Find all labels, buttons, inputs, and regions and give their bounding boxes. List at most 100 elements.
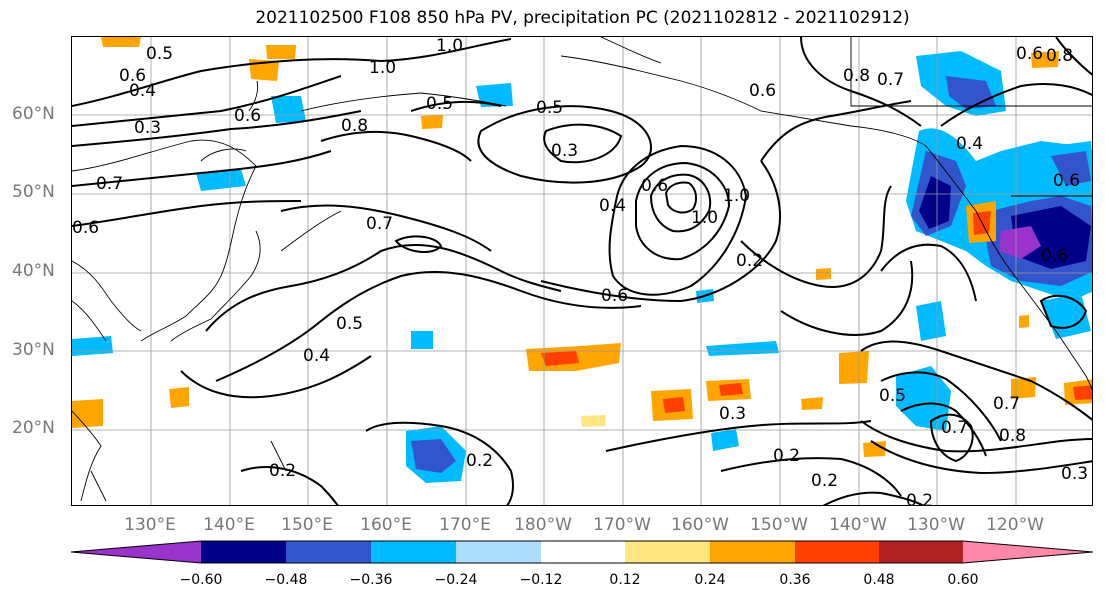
lon-label-120w: 120°W xyxy=(986,515,1044,535)
precip-pos-region xyxy=(101,37,141,47)
colorbar-segment xyxy=(625,541,710,563)
colorbar-outline xyxy=(71,540,1093,564)
colorbar-tick-label: 0.60 xyxy=(947,572,979,588)
contour-label: 0.5 xyxy=(146,44,173,64)
lat-label-50n: 50°N xyxy=(12,182,55,202)
contour-label: 0.3 xyxy=(551,141,578,161)
precip-pos-region xyxy=(816,268,831,280)
precip-pos-region xyxy=(1011,377,1036,399)
colorbar-tick-label: 0.36 xyxy=(779,572,811,588)
colorbar-segment xyxy=(795,541,879,563)
contour-label: 0.6 xyxy=(1016,44,1043,64)
contour-label: 0.3 xyxy=(1061,464,1088,484)
colorbar-segment xyxy=(879,541,963,563)
contour-label: 0.8 xyxy=(999,426,1026,446)
colorbar-tick-label: 0.24 xyxy=(694,572,726,588)
contour-label: 0.6 xyxy=(1041,246,1068,266)
lon-label-170w: 170°W xyxy=(593,515,651,535)
lon-label-140w: 140°W xyxy=(829,515,887,535)
contour-label: 1.0 xyxy=(723,186,750,206)
contour-label: 0.2 xyxy=(269,461,296,481)
contour-label: 0.6 xyxy=(72,218,99,238)
precip-pos-region xyxy=(719,383,743,396)
colorbar-segment xyxy=(371,541,456,563)
contour-label: 0.5 xyxy=(879,386,906,406)
precip-neg-region xyxy=(196,169,246,191)
precip-pos-region xyxy=(541,351,579,366)
precip-neg-region xyxy=(919,176,951,229)
contour-label: 0.3 xyxy=(134,118,161,138)
map-canvas: 0.5 0.6 0.4 0.3 1.0 1.0 0.5 0.8 0.6 0.7 … xyxy=(72,37,1092,505)
colorbar-segment xyxy=(286,541,371,563)
precip-pos-region xyxy=(249,59,279,81)
precip-pos-region xyxy=(266,45,296,59)
colorbar-tick-label: −0.60 xyxy=(179,572,223,588)
contour-label: 0.5 xyxy=(336,314,363,334)
contour-label: 1.0 xyxy=(436,37,463,56)
lon-label-150e: 150°E xyxy=(281,515,333,535)
contour-label: 0.8 xyxy=(341,116,368,136)
contour-label: 0.6 xyxy=(641,176,668,196)
contour-label: 0.2 xyxy=(736,251,763,271)
precip-shading xyxy=(72,37,1092,483)
lat-label-20n: 20°N xyxy=(12,418,55,438)
lat-label-40n: 40°N xyxy=(12,261,55,281)
colorbar-segment xyxy=(963,541,1093,563)
contour-label: 0.6 xyxy=(119,66,146,86)
precip-neg-region xyxy=(271,96,306,123)
precip-pos-region xyxy=(1073,385,1092,400)
precip-pos-region xyxy=(1031,51,1059,68)
colorbar-tick-label: −0.36 xyxy=(349,572,393,588)
contour-label: 0.4 xyxy=(599,196,626,216)
colorbar-segment xyxy=(201,541,286,563)
precip-neg-region xyxy=(999,226,1041,259)
lon-label-140e: 140°E xyxy=(203,515,255,535)
lon-label-150w: 150°W xyxy=(750,515,808,535)
colorbar-tick-label: −0.48 xyxy=(264,572,308,588)
contour-label: 0.7 xyxy=(96,174,123,194)
contour-label: 1.0 xyxy=(691,208,718,228)
precip-neg-region xyxy=(711,429,739,451)
lon-label-130w: 130°W xyxy=(907,515,965,535)
colorbar-segment xyxy=(71,541,201,563)
colorbar-segments xyxy=(71,540,1093,564)
contour-label: 0.6 xyxy=(749,81,776,101)
lon-label-160w: 160°W xyxy=(671,515,729,535)
contour-label: 0.5 xyxy=(426,94,453,114)
precip-neg-region xyxy=(72,336,113,356)
contour-label: 0.5 xyxy=(536,98,563,118)
colorbar-tick-label: 0.48 xyxy=(863,572,895,588)
precip-pos-region xyxy=(839,351,869,384)
precip-pos-region xyxy=(863,441,886,457)
contour-label: 0.2 xyxy=(773,446,800,466)
precip-pos-region xyxy=(663,397,685,413)
contour-label: 0.3 xyxy=(719,404,746,424)
precip-pos-region xyxy=(1019,315,1029,328)
contour-label: 0.4 xyxy=(956,134,983,154)
contour-label: 0.6 xyxy=(601,286,628,306)
lat-label-30n: 30°N xyxy=(12,340,55,360)
colorbar xyxy=(71,540,1093,564)
colorbar-segment xyxy=(541,541,625,563)
contour-label: 0.4 xyxy=(303,346,330,366)
colorbar-tick-label: −0.12 xyxy=(519,572,563,588)
precip-neg-region xyxy=(1051,151,1091,186)
precip-neg-region xyxy=(916,301,946,341)
precip-pos-region xyxy=(801,397,823,410)
contour-label: 0.4 xyxy=(129,81,156,101)
lon-label-160e: 160°E xyxy=(360,515,412,535)
map-panel: 0.5 0.6 0.4 0.3 1.0 1.0 0.5 0.8 0.6 0.7 … xyxy=(71,36,1093,506)
contour-labels: 0.5 0.6 0.4 0.3 1.0 1.0 0.5 0.8 0.6 0.7 … xyxy=(72,37,1088,505)
precip-pos-region xyxy=(72,399,103,428)
colorbar-tick-label: −0.24 xyxy=(434,572,478,588)
contour-label: 0.7 xyxy=(941,418,968,438)
contour-label: 0.6 xyxy=(1053,171,1080,191)
map-title: 2021102500 F108 850 hPa PV, precipitatio… xyxy=(255,8,910,28)
colorbar-segment xyxy=(710,541,795,563)
precip-pos-region xyxy=(421,115,443,129)
grid-lines xyxy=(72,37,1092,505)
colorbar-segment xyxy=(456,541,541,563)
coastlines xyxy=(72,37,1092,502)
precip-neg-region xyxy=(411,439,456,473)
precip-pos-region xyxy=(581,415,606,427)
